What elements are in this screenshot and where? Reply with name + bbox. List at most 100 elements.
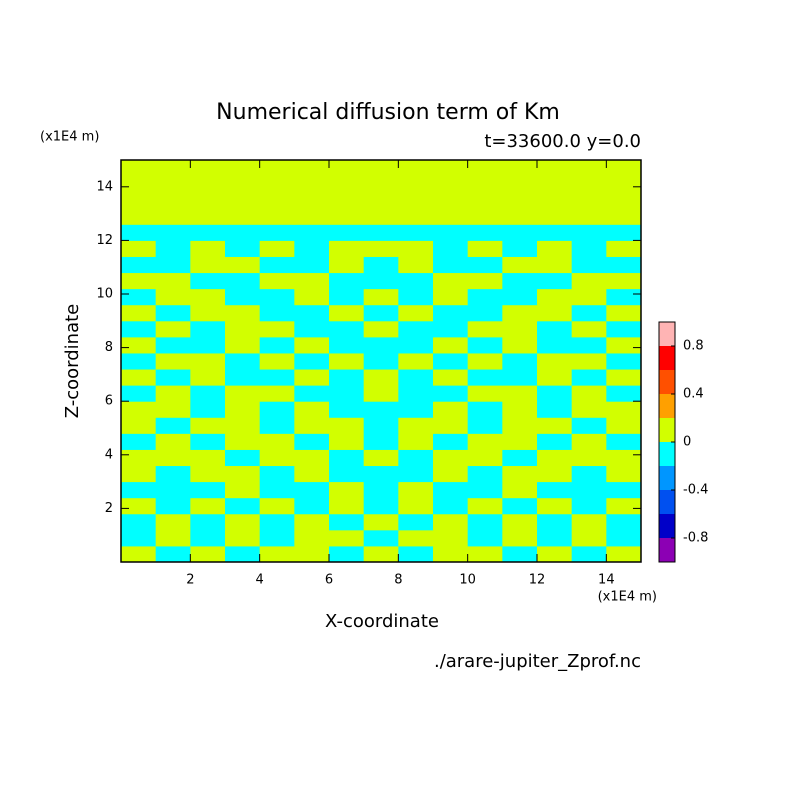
contour-cell [294,545,330,563]
contour-cell [433,240,469,257]
contour-cell [502,481,538,499]
contour-cell [259,433,295,450]
contour-cell [294,224,330,241]
contour-cell [225,481,261,499]
contour-cell [537,224,573,241]
contour-cell [294,433,330,450]
contour-cell [398,401,434,418]
contour-cell [155,481,191,499]
contour-cell [606,401,642,418]
contour-cell [294,449,330,467]
contour-cell [329,160,365,177]
contour-cell [155,192,191,209]
colorbar-band [659,514,675,538]
contour-cell [190,385,226,402]
contour-cell [467,288,503,306]
contour-cell [398,224,434,241]
plot-frame [120,159,642,563]
contour-cell [606,369,642,386]
contour-cell [502,304,538,322]
contour-cell [294,176,330,193]
x-tick-label: 14 [598,573,615,588]
contour-cell [433,433,469,450]
contour-cell [467,497,503,515]
contour-cell [537,449,573,467]
contour-cell [329,449,365,467]
contour-field [121,160,642,563]
contour-cell [571,433,607,450]
contour-cell [155,160,191,177]
contour-cell [398,545,434,563]
contour-cell [606,272,642,290]
contour-cell [121,497,157,515]
contour-cell [294,192,330,209]
contour-cell [606,192,642,209]
contour-cell [259,304,295,322]
colorbar-tick-label: -0.8 [683,531,708,546]
contour-cell [467,401,503,418]
contour-cell [571,369,607,386]
contour-cell [155,256,191,274]
contour-cell [121,352,157,370]
contour-cell [363,465,399,483]
colorbar-band [659,490,675,514]
contour-cell [190,160,226,177]
x-tick-label: 4 [256,573,264,588]
contour-cell [537,497,573,515]
contour-cell [225,160,261,177]
contour-cell [294,272,330,290]
contour-cell [294,417,330,434]
contour-cell [190,401,226,418]
contour-cell [433,545,469,563]
contour-cell [329,481,365,499]
contour-cell [190,417,226,434]
contour-cell [329,288,365,306]
y-unit: (x1E4 m) [40,130,99,145]
contour-cell [363,497,399,515]
contour-cell [225,529,261,547]
contour-cell [155,224,191,241]
contour-cell [259,497,295,515]
contour-cell [467,513,503,531]
contour-cell [259,369,295,386]
contour-cell [467,352,503,370]
x-axis-label: X-coordinate [325,611,439,632]
contour-cell [190,545,226,563]
contour-cell [121,160,157,177]
contour-cell [225,176,261,193]
contour-cell [363,433,399,450]
contour-cell [155,433,191,450]
contour-cell [259,465,295,483]
contour-cell [329,256,365,274]
contour-cell [121,176,157,193]
contour-cell [259,417,295,434]
y-tick-label: 4 [105,447,113,462]
contour-cell [571,176,607,193]
contour-cell [121,449,157,467]
contour-cell [537,160,573,177]
contour-cell [467,465,503,483]
x-tick-label: 6 [325,573,333,588]
contour-cell [571,336,607,354]
contour-cell [155,449,191,467]
contour-cell [537,465,573,483]
contour-cell [537,192,573,209]
x-tick-label: 10 [459,573,476,588]
contour-cell [121,433,157,450]
contour-cell [225,497,261,515]
contour-cell [571,320,607,338]
contour-cell [398,433,434,450]
contour-cell [398,240,434,257]
contour-cell [502,320,538,338]
contour-cell [467,385,503,402]
contour-cell [121,288,157,306]
colorbar-tick-label: 0.8 [683,339,704,354]
contour-cell [502,417,538,434]
contour-cell [190,304,226,322]
contour-cell [155,272,191,290]
contour-cell [329,465,365,483]
contour-cell [155,320,191,338]
contour-cell [363,449,399,467]
contour-cell [190,529,226,547]
contour-cell [329,352,365,370]
